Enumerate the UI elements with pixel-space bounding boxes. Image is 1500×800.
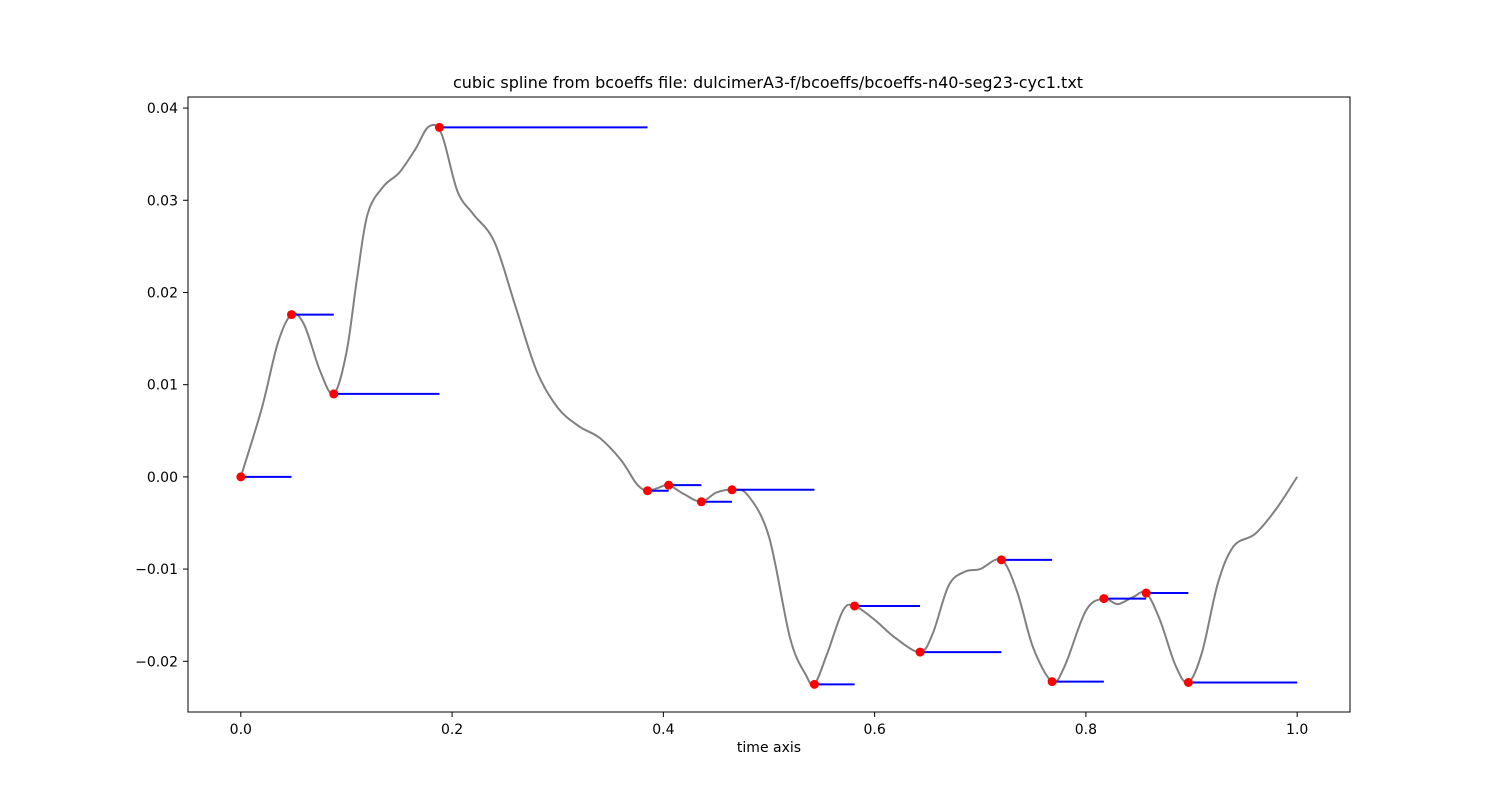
- knot-point-14: [1141, 588, 1151, 598]
- y-tick-label: 0.04: [147, 101, 178, 117]
- knot-point-11: [996, 555, 1006, 565]
- knot-point-9: [850, 601, 860, 611]
- x-tick-label: 0.8: [1075, 722, 1097, 738]
- knot-point-12: [1047, 677, 1057, 687]
- y-tick-label: −0.01: [135, 562, 178, 578]
- knot-point-7: [727, 485, 737, 495]
- y-tick-label: 0.02: [147, 285, 178, 301]
- x-tick-label: 0.6: [864, 722, 886, 738]
- knot-point-13: [1099, 594, 1109, 604]
- knot-point-5: [664, 480, 674, 490]
- knot-point-4: [643, 486, 653, 496]
- axes-frame: [187, 96, 1351, 713]
- y-tick-label: 0.01: [147, 378, 178, 394]
- knot-point-0: [236, 472, 246, 482]
- x-axis-label: time axis: [737, 740, 801, 756]
- y-tick-label: 0.03: [147, 193, 178, 209]
- x-axis: 0.0 0.2 0.4 0.6 0.8 1.0: [230, 712, 1308, 738]
- x-tick-label: 0.2: [441, 722, 463, 738]
- knot-point-8: [809, 679, 819, 689]
- y-tick-label: 0.00: [147, 470, 178, 486]
- knot-point-1: [287, 310, 297, 320]
- y-tick-label: −0.02: [135, 654, 178, 670]
- knot-point-2: [329, 389, 339, 399]
- chart-title: cubic spline from bcoeffs file: dulcimer…: [453, 73, 1083, 92]
- x-tick-label: 1.0: [1286, 722, 1308, 738]
- knot-point-6: [696, 497, 706, 507]
- x-tick-label: 0.0: [230, 722, 252, 738]
- knot-point-15: [1183, 677, 1193, 687]
- x-tick-label: 0.4: [652, 722, 674, 738]
- knot-point-3: [434, 122, 444, 132]
- y-axis: −0.02 −0.01 0.00 0.01 0.02 0.03 0.04: [135, 101, 188, 670]
- plot-area: [236, 122, 1299, 689]
- knot-point-10: [915, 647, 925, 657]
- spline-curve: [239, 123, 1299, 687]
